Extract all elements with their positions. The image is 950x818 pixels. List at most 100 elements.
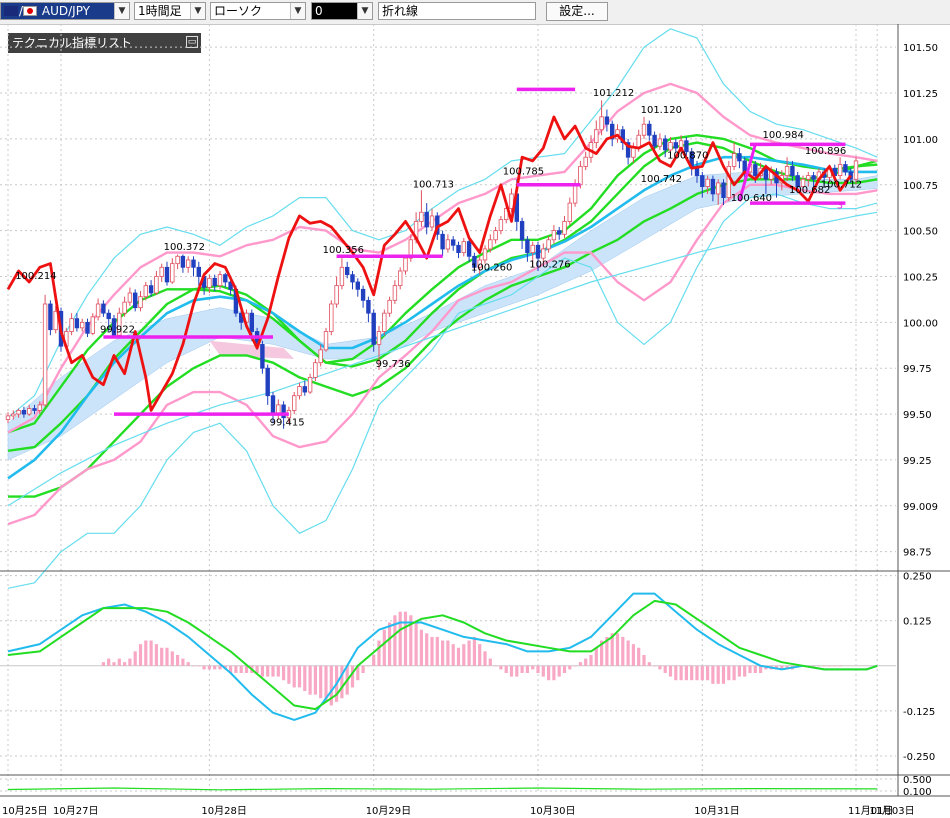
- macd-histogram-bar: [456, 647, 461, 666]
- macd-histogram-bar: [494, 665, 498, 667]
- candle-body: [498, 219, 504, 232]
- macd-histogram-bar: [213, 665, 217, 670]
- macd-histogram-bar: [631, 644, 635, 666]
- candle-body: [424, 211, 429, 228]
- candle-body: [641, 123, 647, 136]
- currency-pair-select[interactable]: / AUD/JPY ▼: [0, 2, 130, 20]
- macd-tick-label: 0.250: [903, 572, 932, 583]
- candle-body: [557, 230, 562, 235]
- candle-body: [217, 274, 223, 287]
- indicator-index-select[interactable]: 0 ▼: [311, 2, 373, 20]
- candle-body: [843, 164, 848, 173]
- candle-body: [212, 277, 217, 287]
- candle-body: [668, 142, 673, 151]
- macd-histogram-bar: [737, 665, 741, 677]
- candle-body: [578, 166, 583, 186]
- indicator-list-panel[interactable]: テクニカル指標リスト ▭: [8, 33, 201, 53]
- price-tick-label: 99.25: [903, 456, 932, 467]
- macd-histogram-bar: [674, 665, 678, 681]
- chevron-down-icon[interactable]: ▼: [114, 3, 129, 19]
- candle-body: [80, 321, 85, 329]
- macd-histogram-bar: [388, 622, 392, 666]
- macd-histogram-bar: [547, 665, 551, 681]
- macd-histogram-bar: [403, 611, 408, 666]
- price-annotation: 100.984: [763, 130, 804, 141]
- candle-body: [716, 182, 721, 195]
- candle-body: [11, 413, 16, 417]
- macd-histogram-bar: [478, 644, 482, 666]
- candle-body: [721, 182, 726, 198]
- candle-body: [26, 408, 32, 415]
- price-tick-label: 99.50: [903, 410, 932, 421]
- candle-body: [466, 241, 472, 257]
- candle-body: [74, 318, 80, 329]
- currency-pair-label: AUD/JPY: [41, 4, 90, 18]
- price-tick-label: 101.25: [903, 89, 938, 100]
- macd-histogram-bar: [594, 647, 598, 666]
- settings-button[interactable]: 設定...: [546, 2, 608, 21]
- candle-body: [360, 288, 366, 301]
- chevron-down-icon[interactable]: ▼: [290, 3, 305, 19]
- macd-histogram-bar: [462, 644, 466, 666]
- chevron-down-icon[interactable]: ▼: [357, 3, 372, 19]
- candle-body: [403, 257, 408, 272]
- candle-body: [387, 299, 392, 314]
- candle-body: [265, 367, 270, 397]
- candle-body: [228, 281, 233, 290]
- candle-body: [811, 175, 816, 180]
- macd-histogram-bar: [499, 665, 503, 670]
- macd-histogram-bar: [626, 640, 630, 666]
- candle-body: [42, 303, 48, 406]
- timeframe-select[interactable]: 1時間足 ▼: [134, 2, 206, 20]
- candle-body: [461, 241, 466, 254]
- cyan-band-series: [7, 211, 878, 507]
- candle-body: [737, 153, 742, 162]
- macd-histogram-bar: [393, 615, 397, 666]
- lower-tick-label: 0.100: [903, 787, 932, 798]
- candle-body: [450, 239, 456, 246]
- macd-histogram-bar: [144, 640, 148, 666]
- macd-histogram-bar: [287, 665, 291, 684]
- macd-histogram-bar: [568, 665, 572, 670]
- macd-histogram-bar: [170, 651, 174, 666]
- price-annotation: 101.212: [593, 88, 634, 99]
- chart-toolbar: / AUD/JPY ▼ 1時間足 ▼ ローソク ▼ 0 ▼ 折れ線 設定...: [0, 0, 950, 25]
- macd-histogram-bar: [176, 654, 180, 666]
- chart-type-select[interactable]: ローソク ▼: [210, 2, 306, 20]
- candle-body: [249, 312, 254, 332]
- macd-histogram-bar: [647, 662, 651, 666]
- indicator-list-title: テクニカル指標リスト: [12, 36, 133, 50]
- macd-histogram-bar: [748, 665, 752, 673]
- candle-body: [535, 244, 541, 259]
- price-tick-label: 99.009: [903, 502, 938, 513]
- candle-body: [207, 277, 212, 288]
- price-chart[interactable]: 100.21499.922100.37299.415100.35699.7361…: [0, 24, 950, 818]
- macd-histogram-bar: [202, 665, 206, 670]
- price-annotation: 99.415: [270, 418, 305, 429]
- candle-body: [647, 123, 652, 136]
- x-tick-label: 10月25日: [2, 805, 47, 817]
- macd-histogram-bar: [181, 658, 185, 666]
- macd-histogram-bar: [589, 654, 593, 666]
- blue-line-series: [7, 155, 878, 480]
- macd-histogram-bar: [504, 665, 508, 673]
- price-annotation: 3: [837, 200, 843, 211]
- price-tick-label: 101.50: [903, 43, 938, 54]
- macd-histogram-bar: [706, 665, 710, 681]
- line-type-field[interactable]: 折れ線: [378, 2, 536, 20]
- x-tick-label: 10月27日: [53, 805, 98, 817]
- candle-body: [366, 299, 371, 314]
- x-tick-label: 10月28日: [201, 805, 246, 817]
- green-line-series: [7, 133, 878, 434]
- macd-histogram-bar: [419, 629, 423, 666]
- macd-histogram-bar: [276, 665, 280, 677]
- candle-body: [344, 266, 350, 276]
- macd-histogram-bar: [430, 636, 434, 666]
- macd-histogram-bar: [435, 636, 439, 666]
- price-annotations: 100.214 99.922 100.372 99.415 100.356 99.736 1…: [15, 88, 862, 429]
- candle-body: [127, 292, 133, 303]
- chevron-down-icon[interactable]: ▼: [190, 3, 205, 19]
- macd-histogram-bar: [123, 662, 127, 666]
- timeframe-label: 1時間足: [138, 4, 182, 18]
- macd-histogram-bar: [525, 665, 529, 673]
